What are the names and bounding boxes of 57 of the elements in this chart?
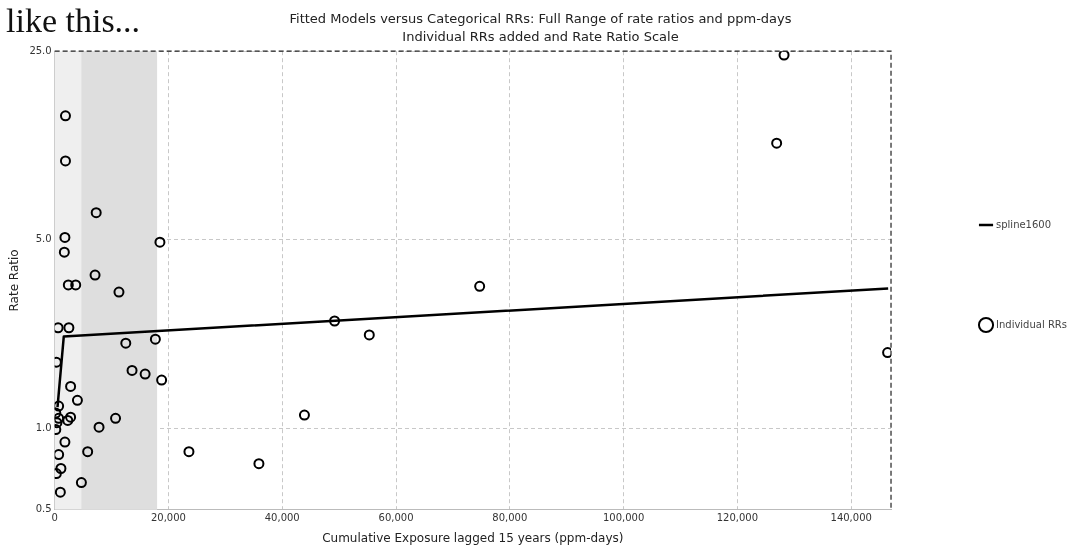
point (82, 446, 94, 458)
point (54, 449, 65, 461)
point (139, 368, 151, 380)
point (59, 231, 71, 243)
point (329, 315, 341, 327)
point (54, 486, 66, 498)
y-tick-label: 0.5 (35, 503, 52, 515)
y-tick-label: 1.0 (35, 421, 52, 433)
point (149, 333, 161, 345)
x-axis-title: Cumulative Exposure lagged 15 years (ppm-days) (322, 530, 624, 545)
point (126, 364, 138, 376)
point (253, 458, 265, 470)
point (778, 51, 790, 61)
point (110, 412, 122, 424)
x-tick-label: 80,000 (492, 512, 528, 524)
point (113, 286, 125, 298)
point (58, 246, 70, 258)
point (154, 236, 166, 248)
point (55, 463, 67, 475)
point (62, 279, 74, 291)
y-axis-title: Rate Ratio (7, 249, 22, 312)
x-tick-label: 0 (51, 512, 58, 524)
point (54, 400, 65, 412)
x-tick-label: 60,000 (378, 512, 414, 524)
x-tick-label: 120,000 (716, 512, 759, 524)
x-tick-label: 20,000 (150, 512, 186, 524)
chart-title: Fitted Models versus Categorical RRs: Full Range of rate ratios and ppm-days (289, 11, 792, 27)
point (54, 322, 64, 334)
legend-label: Individual RRs (996, 318, 1068, 330)
point (771, 137, 783, 149)
point (71, 394, 83, 406)
x-tick-label: 100,000 (602, 512, 645, 524)
legend-label: spline1600 (996, 218, 1052, 230)
point (65, 380, 77, 392)
point (183, 446, 195, 458)
point (474, 280, 486, 292)
x-tick-label: 140,000 (830, 512, 872, 524)
point (54, 412, 65, 424)
point (93, 421, 105, 433)
y-tick-label: 25.0 (29, 44, 52, 56)
y-tick-label: 5.0 (35, 233, 52, 245)
point (59, 155, 71, 167)
point (59, 110, 71, 122)
point (59, 436, 71, 448)
chart-subtitle: Individual RRs added and Rate Ratio Scale (402, 28, 679, 44)
point (120, 337, 132, 349)
point (63, 322, 75, 334)
point (156, 374, 168, 386)
x-tick-label: 40,000 (264, 512, 300, 524)
point (75, 477, 87, 489)
point (90, 207, 102, 219)
point (298, 409, 310, 421)
point (363, 329, 375, 341)
point (882, 347, 892, 359)
text: like this... (6, 2, 141, 40)
point (70, 279, 82, 291)
point (89, 269, 101, 281)
